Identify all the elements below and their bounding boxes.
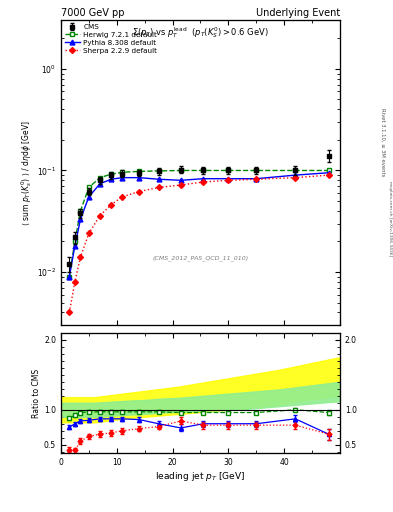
Y-axis label: $\langle$ sum $p_T(K_s^0)$ $\rangle$ / d$\eta$d$\phi$ [GeV]: $\langle$ sum $p_T(K_s^0)$ $\rangle$ / d…: [19, 120, 34, 226]
Text: mcplots.cern.ch [arXiv:1306.3436]: mcplots.cern.ch [arXiv:1306.3436]: [388, 181, 392, 256]
Text: 7000 GeV pp: 7000 GeV pp: [61, 8, 125, 18]
Text: Rivet 3.1.10, ≥ 3M events: Rivet 3.1.10, ≥ 3M events: [381, 108, 386, 177]
Y-axis label: Ratio to CMS: Ratio to CMS: [32, 369, 41, 417]
Text: (CMS_2012_PAS_QCD_11_010): (CMS_2012_PAS_QCD_11_010): [152, 255, 248, 261]
X-axis label: leading jet $p_T$ [GeV]: leading jet $p_T$ [GeV]: [155, 470, 246, 483]
Text: $\Sigma(p_T)$ vs $p_T^{\rm lead}$  $(p_T(K_S^0) > 0.6$ GeV$)$: $\Sigma(p_T)$ vs $p_T^{\rm lead}$ $(p_T(…: [132, 25, 269, 40]
Text: Underlying Event: Underlying Event: [256, 8, 340, 18]
Legend: CMS, Herwig 7.2.1 default, Pythia 8.308 default, Sherpa 2.2.9 default: CMS, Herwig 7.2.1 default, Pythia 8.308 …: [63, 23, 159, 55]
